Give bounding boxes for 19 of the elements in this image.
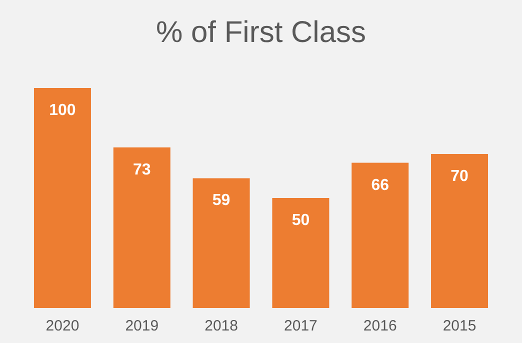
bar: [113, 147, 170, 308]
bar: [272, 198, 330, 308]
bar: [192, 178, 250, 308]
data-label: 66: [371, 176, 390, 194]
x-tick-label: 2019: [125, 318, 159, 334]
data-label: 70: [450, 168, 469, 185]
x-tick-label: 2017: [284, 318, 318, 334]
x-tick-label: 2016: [363, 318, 397, 334]
x-tick-label: 2015: [442, 318, 476, 334]
bar: [352, 162, 409, 308]
data-label: 73: [132, 161, 151, 178]
data-label: 59: [212, 192, 230, 210]
data-label: 100: [49, 102, 76, 119]
x-tick-label: 2020: [46, 318, 80, 334]
bar: [34, 88, 91, 308]
bar: [431, 154, 488, 308]
x-tick-label: 2018: [204, 318, 238, 334]
chart-title: % of First Class: [156, 16, 366, 49]
data-label: 50: [292, 212, 310, 229]
